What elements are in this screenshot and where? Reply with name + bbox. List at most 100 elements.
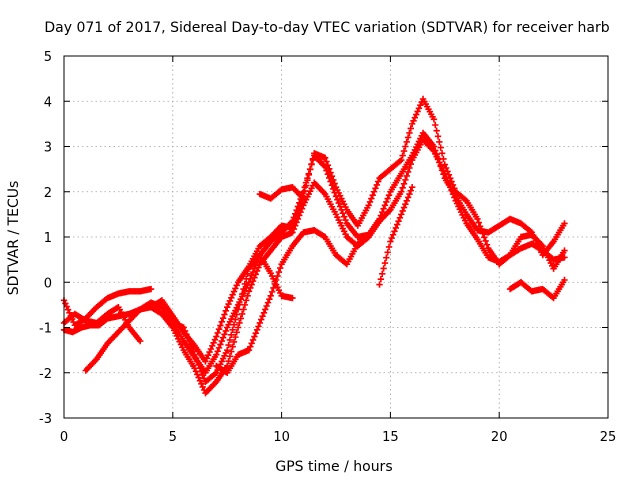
data-point [294,208,302,216]
data-point [289,224,296,232]
data-point [290,220,298,228]
data-point [400,147,408,155]
data-point [260,309,268,316]
data-point [226,353,234,360]
data-point [277,264,284,272]
data-point [271,280,278,288]
data-markers [60,95,568,397]
data-point [327,169,334,176]
data-point [385,191,393,199]
data-point [481,234,488,241]
data-point [449,181,457,189]
data-point [380,265,387,272]
data-point [236,319,243,327]
data-point [396,214,404,221]
data-point [438,167,446,174]
data-point [482,237,489,245]
data-point [293,212,300,220]
data-point [406,129,413,137]
data-point [434,133,442,140]
x-tick-labels: 0 5 10 15 20 25 [60,430,616,445]
data-point [388,234,395,242]
data-point [217,322,224,329]
data-point [407,187,414,194]
y-tick-label: 3 [44,141,52,156]
data-point [391,228,398,235]
y-tick-label: 4 [44,95,52,110]
data-point [204,352,212,359]
x-tick-label: 0 [60,430,68,445]
y-tick-labels: -3 -2 -1 0 1 2 3 4 5 [39,50,52,427]
data-point [404,194,412,201]
data-point [308,160,315,168]
data-point [433,151,440,158]
data-point [403,197,410,204]
data-point [245,346,253,354]
data-point [243,297,250,304]
data-point [365,202,372,209]
data-point [228,294,235,302]
y-tick-label: -3 [39,412,52,427]
data-point [226,297,234,305]
data-point [448,178,455,185]
data-point [255,323,262,330]
data-point [430,116,438,123]
data-point [245,279,253,286]
data-point [475,219,482,226]
data-point [331,180,338,187]
data-point [330,176,337,184]
data-point [413,111,420,118]
data-point [183,331,190,338]
data-point [342,216,349,224]
data-point [399,152,406,159]
data-point [417,102,424,109]
data-point [296,204,303,212]
data-point [478,226,485,234]
data-point [381,202,389,209]
data-point [399,184,406,191]
data-point [379,270,386,277]
data-point [226,336,234,344]
data-point [244,270,251,277]
data-point [136,337,144,345]
data-point [402,200,409,208]
data-point [258,316,265,323]
data-point [147,285,155,293]
data-point [561,220,568,227]
data-point [219,314,227,322]
data-point [180,324,187,331]
data-point [248,272,255,279]
x-axis-label: GPS time / hours [275,459,392,475]
data-point [224,303,231,311]
data-point [274,272,281,280]
data-point [369,191,376,199]
data-point [381,259,389,267]
y-tick-label: -2 [39,367,52,382]
data-point [368,195,375,202]
data-point [262,306,269,313]
series-6 [169,251,296,385]
data-point [232,333,239,341]
data-point [366,198,374,206]
data-point [236,301,243,308]
data-point [238,310,246,318]
data-point [306,166,314,173]
data-point [185,337,193,345]
data-point [214,329,221,337]
data-point [404,134,412,141]
data-point [406,164,413,172]
data-point [196,365,204,372]
data-point [230,338,238,346]
data-point [384,249,391,256]
data-point [218,337,225,345]
data-point [383,254,390,261]
data-point [228,331,235,339]
data-point [483,241,491,248]
data-point [215,344,223,352]
data-point [206,348,213,356]
data-point [400,180,408,188]
data-point [377,212,385,219]
data-point [474,215,481,223]
data-point [436,159,443,166]
data-point [247,343,254,350]
